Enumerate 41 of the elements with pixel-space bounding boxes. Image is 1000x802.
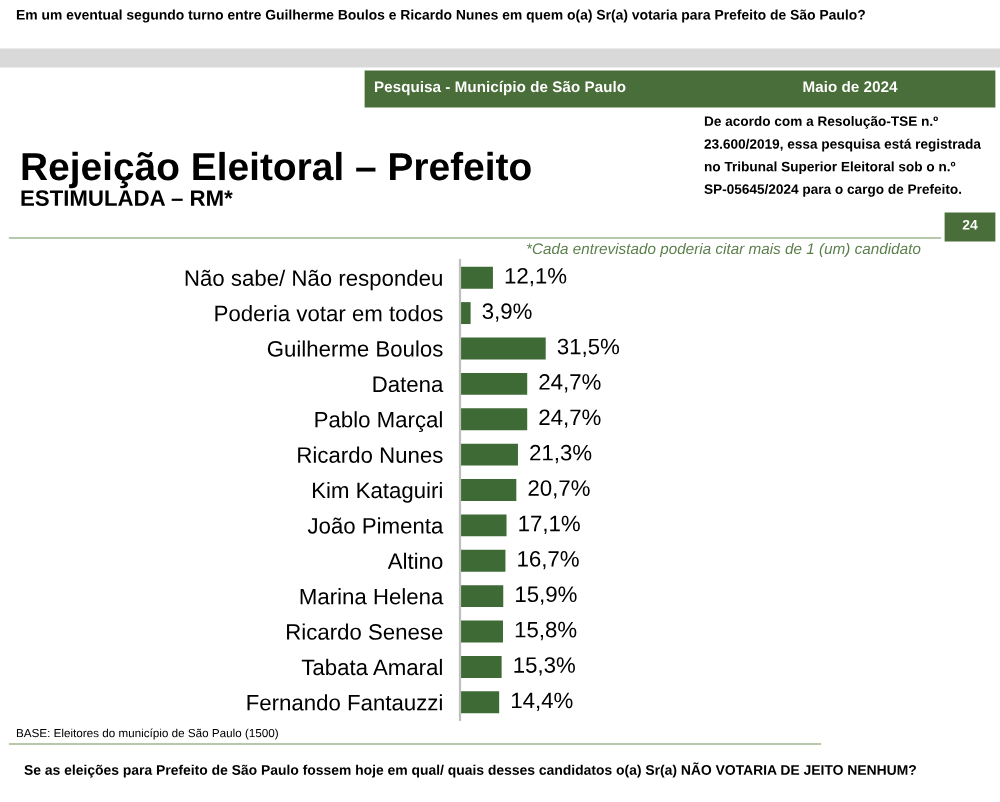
y-tick-label: Altino <box>387 552 443 570</box>
bar <box>460 479 517 501</box>
y-tick-label: Não sabe/ Não respondeu <box>185 269 442 291</box>
bar <box>460 691 500 714</box>
bar <box>460 302 471 325</box>
bar <box>460 337 546 360</box>
bar <box>460 549 506 572</box>
text: ESTIMULADA – RM* <box>21 190 233 206</box>
y-tick-label: Pablo Marçal <box>315 411 442 432</box>
data-label: 15,8% <box>515 621 577 641</box>
bar <box>460 443 518 466</box>
data-label: 14,4% <box>511 692 573 711</box>
y-tick-label: Ricardo Nunes <box>298 446 443 463</box>
bar <box>460 408 528 431</box>
data-label: 20,7% <box>528 480 590 499</box>
bar <box>460 585 504 608</box>
data-label: 31,5% <box>557 338 620 358</box>
bar <box>460 620 503 643</box>
bar <box>460 514 507 537</box>
data-label: 15,3% <box>514 657 575 676</box>
bar <box>460 372 528 395</box>
y-tick-label: Marina Helena <box>300 588 444 605</box>
y-tick-label: Datena <box>373 376 444 393</box>
y-tick-label: Kim Kataguiri <box>313 481 442 503</box>
data-label: 16,7% <box>518 551 579 570</box>
data-label: 24,7% <box>539 374 601 393</box>
y-tick-label: João Pimenta <box>307 517 444 534</box>
y-tick-label: Tabata Amaral <box>301 658 442 676</box>
y-tick-label: Fernando Fantauzzi <box>247 694 442 711</box>
bar <box>460 266 493 289</box>
y-tick-label: Guilherme Boulos <box>267 340 443 357</box>
data-label: 15,9% <box>516 586 577 605</box>
y-tick-label: Poderia votar em todos <box>215 305 443 322</box>
data-label: 21,3% <box>530 444 592 464</box>
data-label: 3,9% <box>482 303 532 322</box>
data-label: 17,1% <box>519 515 580 534</box>
chart-title: Rejeição Eleitoral – Prefeito <box>22 151 531 189</box>
data-label: 12,1% <box>505 267 567 287</box>
bar <box>460 655 502 678</box>
y-tick-label: Ricardo Senese <box>287 623 443 640</box>
data-label: 24,7% <box>539 409 601 428</box>
